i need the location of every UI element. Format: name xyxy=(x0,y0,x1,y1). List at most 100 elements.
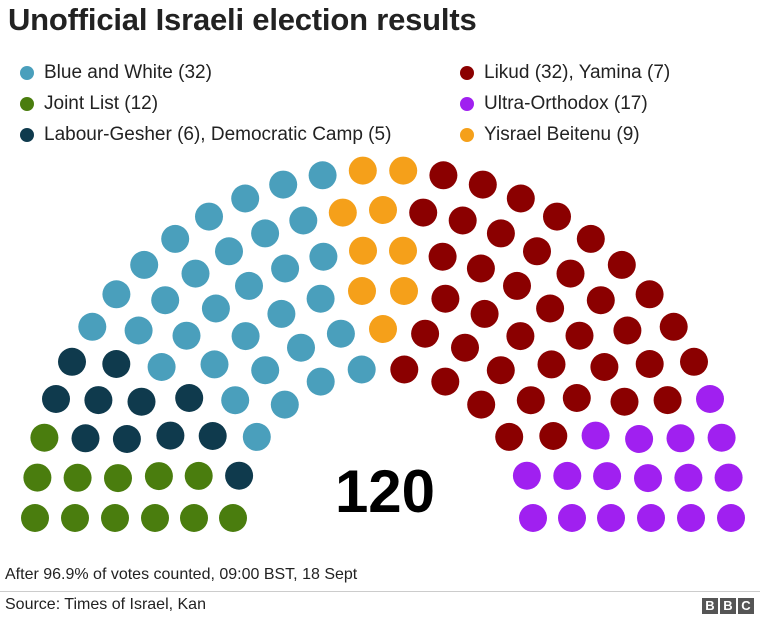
seat-blue-and-white xyxy=(269,170,298,199)
seat-labour-gesher-democratic-camp xyxy=(71,424,100,453)
seat-blue-and-white xyxy=(200,350,229,379)
seat-likud-yamina xyxy=(409,198,438,227)
seat-blue-and-white xyxy=(124,316,153,345)
parliament-chart xyxy=(21,156,745,532)
seat-blue-and-white xyxy=(130,250,159,279)
seat-blue-and-white xyxy=(181,259,210,288)
seat-likud-yamina xyxy=(635,350,664,378)
legend-item-joint-list: Joint List (12) xyxy=(20,93,158,115)
seat-joint-list xyxy=(104,464,132,493)
seat-likud-yamina xyxy=(506,322,535,351)
seat-ultra-orthodox xyxy=(707,423,736,452)
seat-likud-yamina xyxy=(429,161,458,190)
seat-blue-and-white xyxy=(235,271,263,300)
seat-likud-yamina xyxy=(590,353,619,381)
legend-swatch xyxy=(20,128,34,142)
legend-swatch xyxy=(460,97,474,111)
seat-likud-yamina xyxy=(451,333,479,362)
seat-likud-yamina xyxy=(680,347,708,376)
seat-joint-list xyxy=(101,504,129,532)
seat-ultra-orthodox xyxy=(625,425,654,453)
seat-ultra-orthodox xyxy=(512,461,541,490)
seat-ultra-orthodox xyxy=(717,504,745,532)
seat-likud-yamina xyxy=(653,386,682,415)
seat-likud-yamina xyxy=(411,319,440,348)
legend-swatch xyxy=(460,66,474,80)
seat-ultra-orthodox xyxy=(519,504,547,532)
seat-yisrael-beitenu xyxy=(369,196,397,224)
seat-likud-yamina xyxy=(428,242,457,271)
seat-likud-yamina xyxy=(613,316,642,345)
seat-likud-yamina xyxy=(486,219,515,248)
seat-likud-yamina xyxy=(610,387,639,416)
seat-ultra-orthodox xyxy=(581,421,610,450)
seat-likud-yamina xyxy=(431,284,460,313)
seat-labour-gesher-democratic-camp xyxy=(156,421,185,450)
seat-blue-and-white xyxy=(289,206,318,235)
bbc-logo-letter: B xyxy=(720,598,736,614)
legend-item-labour-gesher: Labour-Gesher (6), Democratic Camp (5) xyxy=(20,124,391,146)
seat-blue-and-white xyxy=(78,312,107,341)
seat-blue-and-white xyxy=(221,386,250,415)
legend-swatch xyxy=(460,128,474,142)
legend-item-ultra-orthodox: Ultra-Orthodox (17) xyxy=(460,93,648,115)
seat-blue-and-white xyxy=(347,355,376,384)
seat-blue-and-white xyxy=(326,319,355,348)
seat-ultra-orthodox xyxy=(637,504,665,532)
seat-likud-yamina xyxy=(586,286,615,315)
seat-likud-yamina xyxy=(536,294,565,323)
seat-ultra-orthodox xyxy=(593,462,622,491)
seat-blue-and-white xyxy=(172,321,201,350)
seat-blue-and-white xyxy=(195,202,223,231)
seat-ultra-orthodox xyxy=(714,463,743,492)
seat-labour-gesher-democratic-camp xyxy=(102,350,131,378)
seat-labour-gesher-democratic-camp xyxy=(112,425,141,453)
seat-joint-list xyxy=(141,504,169,532)
seat-likud-yamina xyxy=(495,422,524,451)
seat-joint-list xyxy=(180,504,208,532)
seat-joint-list xyxy=(144,462,173,491)
seat-ultra-orthodox xyxy=(597,504,625,532)
seat-blue-and-white xyxy=(161,224,190,253)
seat-labour-gesher-democratic-camp xyxy=(175,384,204,412)
seat-likud-yamina xyxy=(506,184,535,213)
seat-blue-and-white xyxy=(287,333,315,362)
seat-joint-list xyxy=(63,463,92,492)
footnote: After 96.9% of votes counted, 09:00 BST,… xyxy=(5,566,358,583)
seat-likud-yamina xyxy=(503,271,531,300)
seat-likud-yamina xyxy=(556,259,585,288)
seat-likud-yamina xyxy=(562,384,591,412)
seat-ultra-orthodox xyxy=(634,464,662,493)
seat-blue-and-white xyxy=(231,322,260,351)
seat-ultra-orthodox xyxy=(553,461,582,490)
seat-likud-yamina xyxy=(537,350,566,379)
seat-ultra-orthodox xyxy=(696,385,724,413)
seat-blue-and-white xyxy=(251,219,280,248)
seat-blue-and-white xyxy=(270,390,299,419)
seat-blue-and-white xyxy=(102,280,131,309)
seat-likud-yamina xyxy=(539,422,568,450)
legend-label: Joint List (12) xyxy=(44,93,159,114)
seat-likud-yamina xyxy=(543,202,571,231)
footer-divider xyxy=(0,591,760,592)
source-text: Source: Times of Israel, Kan xyxy=(5,596,206,613)
seat-joint-list xyxy=(219,504,247,532)
seat-likud-yamina xyxy=(431,367,460,396)
seat-blue-and-white xyxy=(308,161,337,190)
seat-labour-gesher-democratic-camp xyxy=(198,422,227,450)
seat-blue-and-white xyxy=(251,356,280,385)
seat-labour-gesher-democratic-camp xyxy=(127,387,156,416)
legend-label: Ultra-Orthodox (17) xyxy=(484,93,648,114)
seat-ultra-orthodox xyxy=(674,463,703,492)
seat-blue-and-white xyxy=(215,237,243,266)
legend-label: Labour-Gesher (6), Democratic Camp (5) xyxy=(44,124,392,145)
legend-label: Blue and White (32) xyxy=(44,62,212,83)
legend-label: Yisrael Beitenu (9) xyxy=(484,124,640,145)
seat-ultra-orthodox xyxy=(666,424,695,453)
legend-item-yisrael-beitenu: Yisrael Beitenu (9) xyxy=(460,124,640,146)
seat-blue-and-white xyxy=(242,422,271,451)
seat-yisrael-beitenu xyxy=(348,156,377,185)
seat-yisrael-beitenu xyxy=(348,277,376,305)
seat-likud-yamina xyxy=(486,356,515,385)
seat-yisrael-beitenu xyxy=(389,156,418,185)
